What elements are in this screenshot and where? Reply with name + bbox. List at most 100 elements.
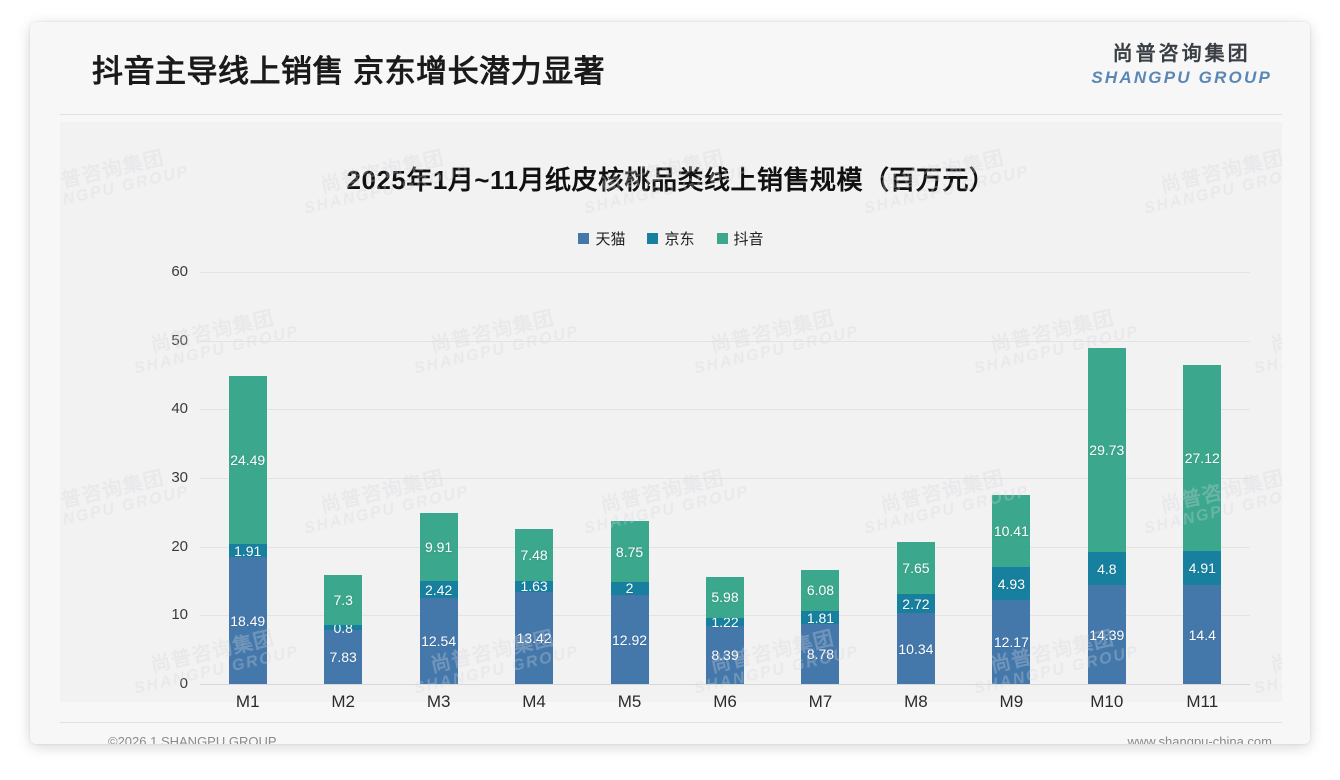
bar-segment-抖音[interactable]: 8.75 xyxy=(610,521,649,582)
bar-segment-京东[interactable]: 4.8 xyxy=(1087,552,1126,586)
bar-segment-京东[interactable]: 1.81 xyxy=(801,610,840,626)
bar-segment-天猫[interactable]: 7.83 xyxy=(324,630,363,684)
x-axis-tick-label: M1 xyxy=(235,692,260,711)
y-axis-tick-label: 30 xyxy=(171,469,188,486)
bar-value-label: 29.73 xyxy=(1089,442,1125,459)
x-axis-tick-label: M7 xyxy=(808,692,833,711)
bar-segment-天猫[interactable]: 18.49 xyxy=(228,557,267,684)
gridline xyxy=(200,409,1250,411)
bar-value-label: 8.39 xyxy=(711,647,739,664)
bar-segment-京东[interactable]: 2.72 xyxy=(896,594,935,613)
footer-copyright: ©2026.1 SHANGPU GROUP xyxy=(108,734,277,744)
bar-segment-京东[interactable]: 4.91 xyxy=(1183,551,1222,586)
bar-segment-抖音[interactable]: 10.41 xyxy=(992,495,1031,567)
bar-value-label: 5.98 xyxy=(711,589,739,606)
bar-segment-京东[interactable]: 2 xyxy=(610,580,649,597)
bar-value-label: 4.91 xyxy=(1188,560,1216,577)
bar-group[interactable]: 8.39 1.22 5.98 xyxy=(706,272,744,684)
bar-group[interactable]: 18.49 1.91 24.49 xyxy=(228,272,267,684)
slide-canvas: 抖音主导线上销售 京东增长潜力显著 尚普咨询集团 SHANGPU GROUP 尚… xyxy=(30,22,1310,744)
legend-swatch-icon xyxy=(647,233,659,244)
legend-swatch-icon xyxy=(578,233,590,244)
bar-segment-天猫[interactable]: 14.4 xyxy=(1183,585,1222,684)
bar-segment-抖音[interactable]: 7.3 xyxy=(324,574,363,625)
bar-segment-京东[interactable]: 1.22 xyxy=(706,614,744,630)
bar-segment-天猫[interactable]: 8.78 xyxy=(801,623,840,684)
bar-segment-京东[interactable]: 2.42 xyxy=(419,581,458,598)
legend-label: 京东 xyxy=(664,231,695,248)
x-axis-tick-label: M2 xyxy=(331,692,355,711)
y-axis-tick-label: 60 xyxy=(171,263,188,280)
bar-segment-抖音[interactable]: 24.49 xyxy=(228,375,267,544)
legend-item-2[interactable]: 京东 xyxy=(647,228,695,249)
watermark-text-en: SHANGPU GROUP xyxy=(1252,323,1282,378)
slide-header: 抖音主导线上销售 京东增长潜力显著 尚普咨询集团 SHANGPU GROUP xyxy=(30,22,1310,118)
bar-value-label: 10.34 xyxy=(898,640,934,657)
bar-group[interactable]: 13.42 1.63 7.48 xyxy=(515,272,554,684)
bar-value-label: 7.83 xyxy=(329,649,357,666)
bar-segment-抖音[interactable]: 7.48 xyxy=(515,529,554,581)
legend-swatch-icon xyxy=(716,233,728,244)
bar-value-label: 8.78 xyxy=(806,645,835,662)
legend-item-1[interactable]: 天猫 xyxy=(578,228,625,249)
bar-group[interactable]: 14.39 4.8 29.73 xyxy=(1087,272,1126,684)
chart-container: 尚普咨询集团 SHANGPU GROUP 尚普咨询集团 SHANGPU GROUP 尚普… xyxy=(60,122,1282,711)
bar-value-label: 1.63 xyxy=(520,578,548,595)
y-axis-tick-label: 50 xyxy=(171,331,188,349)
bar-segment-京东[interactable]: 0.8 xyxy=(324,620,363,636)
bar-value-label: 6.08 xyxy=(806,582,835,599)
bar-value-label: 7.3 xyxy=(333,591,353,608)
footer-divider xyxy=(60,722,1282,723)
bar-value-label: 1.91 xyxy=(234,542,262,559)
y-axis-tick-label: 20 xyxy=(171,537,188,555)
gridline xyxy=(200,546,1250,548)
legend-label: 天猫 xyxy=(595,231,626,248)
x-axis-tick-label: M6 xyxy=(713,692,737,711)
bar-segment-天猫[interactable]: 12.92 xyxy=(610,595,649,684)
watermark-text-cn: 尚普咨询集团 xyxy=(1268,627,1282,678)
bar-segment-天猫[interactable]: 14.39 xyxy=(1087,585,1126,684)
watermark-text-cn: 尚普咨询集团 xyxy=(1268,307,1282,358)
brand-logo: 尚普咨询集团 SHANGPU GROUP xyxy=(1091,44,1272,86)
footer-website: www.shangpu-china.com xyxy=(1127,734,1272,744)
bar-value-label: 4.8 xyxy=(1097,560,1117,577)
x-axis-tick-label: M10 xyxy=(1090,692,1124,711)
bar-group[interactable]: 7.83 0.8 7.3 xyxy=(324,272,363,684)
bar-group[interactable]: 14.4 4.91 27.12 xyxy=(1183,272,1222,684)
bar-group[interactable]: 10.34 2.72 7.65 xyxy=(896,272,935,684)
bar-value-label: 2 xyxy=(625,580,634,597)
bar-segment-抖音[interactable]: 9.91 xyxy=(419,513,458,582)
bar-value-label: 4.93 xyxy=(997,575,1025,592)
gridline xyxy=(200,340,1250,342)
bar-group[interactable]: 8.78 1.81 6.08 xyxy=(801,272,840,684)
bar-group[interactable]: 12.17 4.93 10.41 xyxy=(992,272,1031,684)
bar-segment-天猫[interactable]: 8.39 xyxy=(706,626,744,684)
bar-segment-抖音[interactable]: 7.65 xyxy=(896,541,935,595)
bar-segment-京东[interactable]: 1.91 xyxy=(228,542,267,559)
y-axis-tick-label: 40 xyxy=(171,400,188,418)
bar-group[interactable]: 12.92 2 8.75 xyxy=(610,272,649,684)
bar-segment-抖音[interactable]: 27.12 xyxy=(1183,365,1222,552)
gridline xyxy=(200,272,1250,273)
bar-value-label: 27.12 xyxy=(1184,450,1220,467)
x-axis-tick-label: M5 xyxy=(617,692,642,711)
bar-segment-天猫[interactable]: 12.54 xyxy=(419,597,458,684)
brand-logo-cn: 尚普咨询集团 xyxy=(1112,43,1251,65)
bar-segment-天猫[interactable]: 10.34 xyxy=(896,613,935,684)
bar-segment-京东[interactable]: 1.63 xyxy=(515,578,554,595)
bar-segment-抖音[interactable]: 5.98 xyxy=(706,576,744,619)
bar-value-label: 24.49 xyxy=(230,451,266,468)
header-divider xyxy=(60,114,1282,115)
bar-segment-抖音[interactable]: 29.73 xyxy=(1087,348,1126,553)
bar-value-label: 2.42 xyxy=(425,581,453,598)
bar-segment-天猫[interactable]: 13.42 xyxy=(515,591,554,684)
bar-segment-抖音[interactable]: 6.08 xyxy=(801,569,840,612)
bar-value-label: 14.4 xyxy=(1188,626,1216,643)
x-axis-tick-label: M8 xyxy=(904,692,928,711)
chart-title: 2025年1月~11月纸皮核桃品类线上销售规模（百万元） xyxy=(346,165,996,195)
bar-segment-天猫[interactable]: 12.17 xyxy=(992,600,1031,684)
bar-segment-京东[interactable]: 4.93 xyxy=(992,566,1031,601)
legend-item-3[interactable]: 抖音 xyxy=(716,228,764,249)
legend-label: 抖音 xyxy=(733,231,764,248)
bar-group[interactable]: 12.54 2.42 9.91 xyxy=(419,272,458,684)
